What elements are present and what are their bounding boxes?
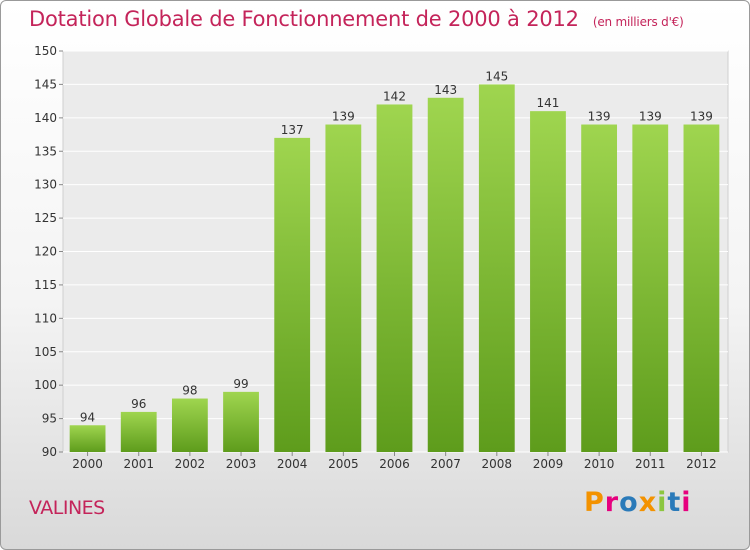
bar-value-label: 96 — [131, 397, 146, 411]
x-tick-label: 2004 — [277, 457, 308, 471]
proxiti-logo: Proxiti — [584, 487, 692, 518]
x-tick-label: 2012 — [686, 457, 717, 471]
bar — [171, 398, 208, 452]
bar — [325, 124, 362, 453]
x-tick-label: 2010 — [584, 457, 615, 471]
brand-letter: t — [667, 487, 682, 518]
bar — [581, 124, 618, 453]
brand-letter: i — [657, 487, 668, 518]
x-tick-label: 2007 — [430, 457, 461, 471]
chart-subtitle: (en milliers d'€) — [592, 15, 684, 29]
x-tick-label: 2008 — [482, 457, 513, 471]
y-tick-label: 120 — [34, 245, 57, 259]
bar — [274, 137, 311, 452]
bar — [683, 124, 720, 453]
x-tick-label: 2006 — [379, 457, 410, 471]
bar — [632, 124, 669, 453]
x-tick-label: 2005 — [328, 457, 359, 471]
bar-value-label: 139 — [690, 110, 713, 124]
bar-value-label: 99 — [233, 377, 248, 391]
x-tick-label: 2011 — [635, 457, 666, 471]
brand-letter: o — [619, 487, 639, 518]
bar — [478, 84, 515, 453]
y-tick-label: 90 — [42, 445, 57, 459]
brand-letter: i — [681, 487, 692, 518]
bar-value-label: 145 — [485, 69, 508, 83]
chart-title: Dotation Globale de Fonctionnement de 20… — [29, 7, 684, 31]
y-tick-label: 140 — [34, 111, 57, 125]
brand-letter: x — [638, 487, 658, 518]
bar-value-label: 98 — [182, 384, 197, 398]
y-tick-label: 135 — [34, 144, 57, 158]
y-tick-label: 145 — [34, 77, 57, 91]
x-tick-label: 2002 — [175, 457, 206, 471]
y-tick-label: 100 — [34, 378, 57, 392]
bar-value-label: 137 — [281, 123, 304, 137]
bar-value-label: 139 — [588, 110, 611, 124]
bar-value-label: 94 — [80, 410, 95, 424]
bar-value-label: 141 — [537, 96, 560, 110]
bar-value-label: 143 — [434, 83, 457, 97]
brand-letter: P — [584, 487, 605, 518]
bar — [69, 425, 106, 452]
bar — [376, 104, 413, 452]
x-tick-label: 2001 — [123, 457, 154, 471]
chart-title-text: Dotation Globale de Fonctionnement de 20… — [29, 7, 579, 31]
bar-value-label: 139 — [332, 110, 355, 124]
y-tick-label: 105 — [34, 345, 57, 359]
y-tick-label: 110 — [34, 311, 57, 325]
x-tick-label: 2000 — [72, 457, 103, 471]
y-tick-label: 125 — [34, 211, 57, 225]
bar-value-label: 142 — [383, 89, 406, 103]
y-tick-label: 115 — [34, 278, 57, 292]
bar — [530, 111, 566, 453]
bar — [427, 97, 464, 453]
brand-letter: r — [604, 487, 620, 518]
bar — [120, 411, 157, 452]
x-tick-label: 2009 — [533, 457, 564, 471]
bar-value-label: 139 — [639, 110, 662, 124]
y-tick-label: 150 — [34, 44, 57, 58]
y-tick-label: 95 — [42, 412, 57, 426]
y-tick-label: 130 — [34, 178, 57, 192]
x-tick-label: 2003 — [226, 457, 257, 471]
bar — [223, 391, 259, 452]
city-name: VALINES — [29, 497, 105, 519]
